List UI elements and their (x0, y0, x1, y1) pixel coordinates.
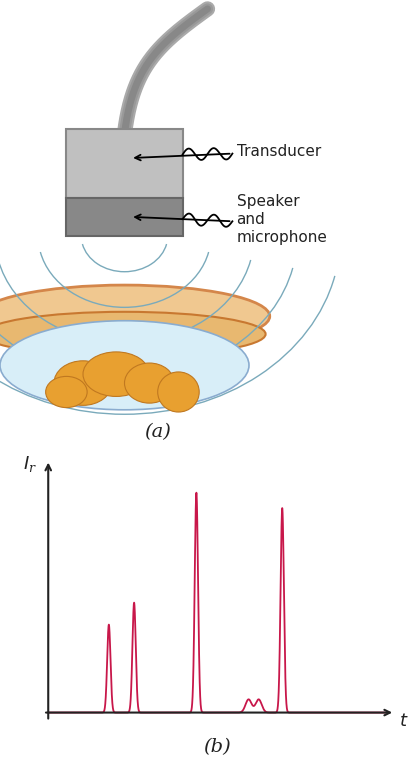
Text: $I_\mathregular{r}$: $I_\mathregular{r}$ (23, 454, 37, 474)
Ellipse shape (54, 361, 112, 406)
Ellipse shape (124, 363, 174, 403)
Ellipse shape (0, 285, 270, 347)
Text: Speaker
and
microphone: Speaker and microphone (237, 194, 327, 244)
Ellipse shape (83, 352, 149, 396)
FancyBboxPatch shape (66, 129, 183, 197)
Text: Transducer: Transducer (237, 144, 321, 159)
Ellipse shape (158, 372, 199, 412)
Text: (a): (a) (144, 423, 171, 441)
Ellipse shape (0, 312, 266, 356)
Text: (b): (b) (203, 738, 230, 756)
FancyBboxPatch shape (66, 197, 183, 236)
Ellipse shape (46, 376, 87, 408)
Text: $t$: $t$ (399, 713, 408, 730)
Ellipse shape (0, 321, 249, 410)
